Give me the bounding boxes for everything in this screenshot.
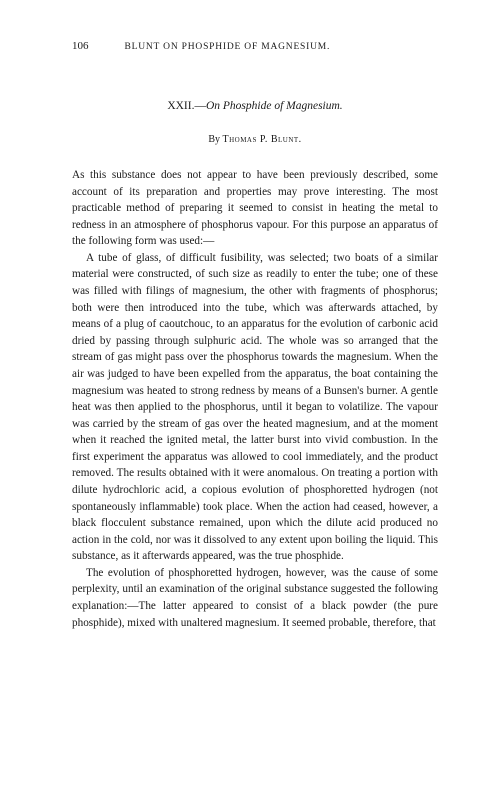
paragraph: The evolution of phosphoretted hydrogen,… bbox=[72, 565, 438, 631]
article-title: XXII.—On Phosphide of Magnesium. bbox=[72, 100, 438, 112]
running-head: BLUNT ON PHOSPHIDE OF MAGNESIUM. bbox=[125, 42, 331, 52]
page-header: 106 BLUNT ON PHOSPHIDE OF MAGNESIUM. bbox=[72, 40, 438, 52]
page-number: 106 bbox=[72, 40, 89, 52]
author-by: By bbox=[208, 134, 222, 145]
page-container: 106 BLUNT ON PHOSPHIDE OF MAGNESIUM. XXI… bbox=[0, 0, 500, 661]
paragraph: As this substance does not appear to hav… bbox=[72, 167, 438, 250]
title-text: On Phosphide of Magnesium. bbox=[206, 100, 343, 112]
author-name: Thomas P. Blunt. bbox=[222, 134, 301, 145]
paragraph: A tube of glass, of difficult fusibility… bbox=[72, 250, 438, 565]
title-numeral: XXII.— bbox=[167, 100, 206, 112]
article-body: As this substance does not appear to hav… bbox=[72, 167, 438, 631]
author-line: By Thomas P. Blunt. bbox=[72, 134, 438, 145]
